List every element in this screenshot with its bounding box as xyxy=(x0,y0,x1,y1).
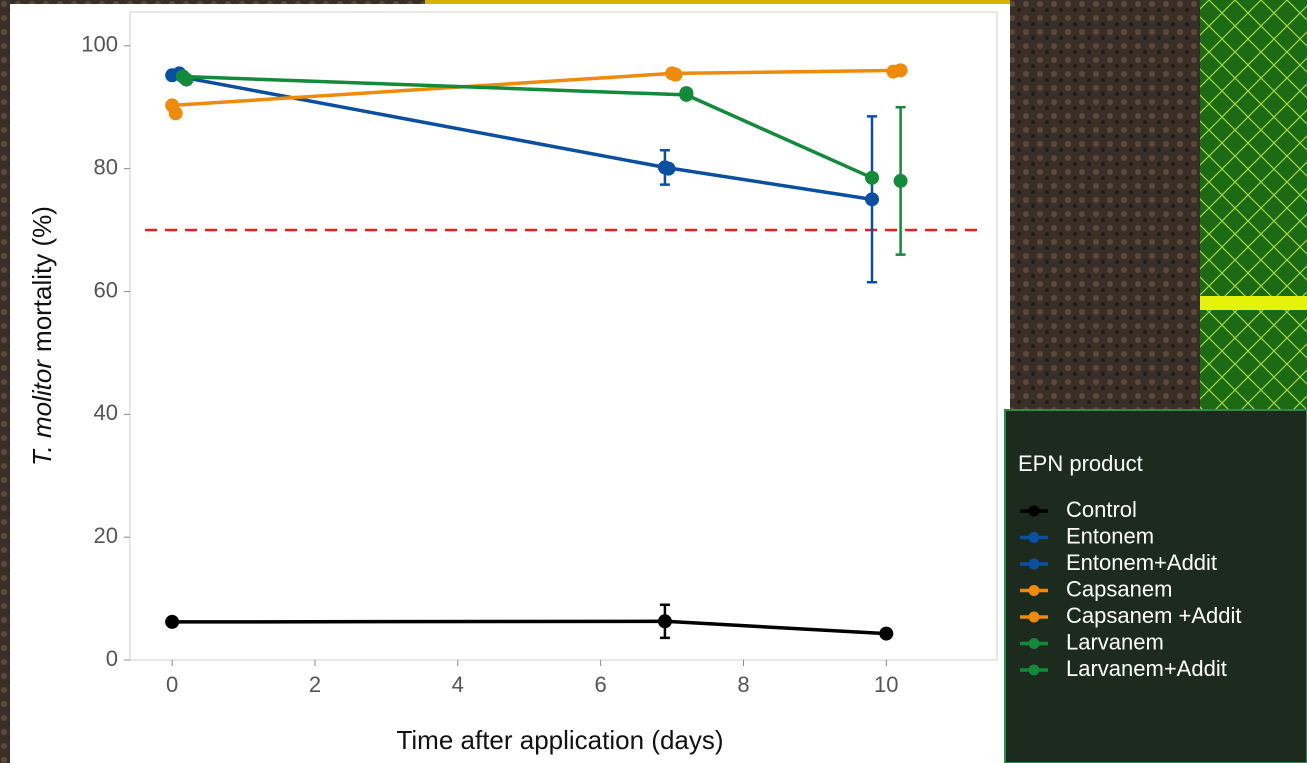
y-tick-label: 60 xyxy=(94,277,118,302)
x-tick-label: 10 xyxy=(874,672,898,697)
y-axis-title: T. molitor mortality (%) xyxy=(27,206,57,466)
soil-image xyxy=(1010,0,1200,410)
legend-label: Larvanem xyxy=(1066,629,1164,654)
x-tick-label: 0 xyxy=(166,672,178,697)
mean-point xyxy=(886,64,901,79)
legend-label: Capsanem +Addit xyxy=(1066,603,1242,628)
legend-key-point xyxy=(1028,532,1040,543)
y-tick-label: 20 xyxy=(94,523,118,548)
y-tick-label: 80 xyxy=(94,154,118,179)
mean-point xyxy=(893,173,908,188)
x-tick-label: 2 xyxy=(309,672,321,697)
y-tick-label: 100 xyxy=(81,32,118,57)
legend-label: Control xyxy=(1066,497,1137,522)
legend-title: EPN product xyxy=(1018,451,1143,476)
mean-point xyxy=(179,72,194,87)
x-axis-title: Time after application (days) xyxy=(396,725,723,755)
legend-label: Entonem+Addit xyxy=(1066,550,1217,575)
legend-label: Capsanem xyxy=(1066,576,1172,601)
legend-label: Larvanem+Addit xyxy=(1066,656,1227,681)
legend-box xyxy=(1004,409,1307,763)
legend-key-point xyxy=(1028,638,1040,649)
plot-background xyxy=(10,4,1010,763)
mean-point xyxy=(679,86,694,101)
legend-key-point xyxy=(1028,505,1040,517)
x-tick-label: 4 xyxy=(452,672,464,697)
mean-point xyxy=(661,161,676,176)
y-tick-label: 40 xyxy=(94,400,118,425)
mean-point xyxy=(168,106,183,121)
mean-point xyxy=(879,626,894,641)
mean-point xyxy=(865,192,880,207)
mean-point xyxy=(668,67,683,82)
legend-label: Entonem xyxy=(1066,523,1154,548)
x-tick-label: 6 xyxy=(595,672,607,697)
legend-key-point xyxy=(1028,585,1040,596)
legend-key-point xyxy=(1028,558,1040,570)
legend-key-point xyxy=(1028,664,1040,676)
mean-point xyxy=(865,170,880,185)
legend-key-point xyxy=(1028,611,1040,623)
leaf-image xyxy=(1200,0,1307,410)
y-axis-title-italic: T. molitor xyxy=(27,359,57,466)
leaf-vein xyxy=(1200,296,1307,310)
y-axis-title-rest: mortality (%) xyxy=(27,206,57,352)
y-tick-label: 0 xyxy=(106,646,118,671)
mean-point xyxy=(657,614,672,629)
top-strip xyxy=(425,0,1010,4)
mean-point xyxy=(165,614,180,629)
panel-border xyxy=(129,11,998,661)
x-tick-label: 8 xyxy=(737,672,749,697)
